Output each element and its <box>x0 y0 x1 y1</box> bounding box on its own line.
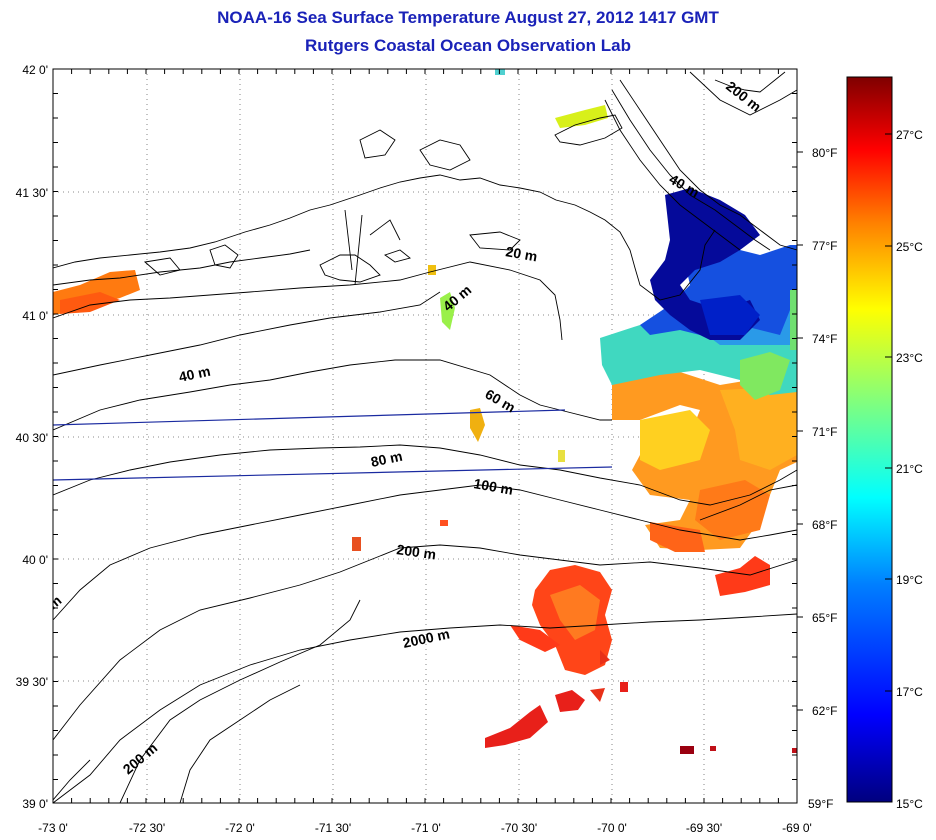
celsius-label: 25°C <box>896 240 923 254</box>
lat-label: 41 30' <box>16 186 48 200</box>
contour-label: 2000 m <box>401 625 451 651</box>
fahrenheit-label: 74°F <box>812 332 837 346</box>
fahrenheit-label: 59°F <box>808 797 833 811</box>
lat-label: 40 0' <box>22 553 48 567</box>
celsius-label: 19°C <box>896 573 923 587</box>
celsius-label: 27°C <box>896 128 923 142</box>
fahrenheit-label: 71°F <box>812 425 837 439</box>
contour-label: 100 m <box>472 475 514 498</box>
bathymetry-contours <box>53 71 797 803</box>
lat-label: 40 30' <box>16 431 48 445</box>
lon-label: -73 0' <box>38 821 68 835</box>
transect-lines <box>53 409 613 481</box>
contour-label: 200 m <box>723 78 764 115</box>
lon-label: -72 30' <box>129 821 165 835</box>
lon-label: -72 0' <box>225 821 255 835</box>
contour-label: 40 m <box>440 282 475 315</box>
coastline <box>53 71 786 301</box>
contour-label: 80 m <box>369 448 404 470</box>
lon-label: -70 30' <box>501 821 537 835</box>
contour-label: 40 m <box>177 363 212 385</box>
lon-label: -71 0' <box>411 821 441 835</box>
celsius-label: 21°C <box>896 462 923 476</box>
lon-label: -71 30' <box>315 821 351 835</box>
contour-label: 20 m <box>504 243 538 264</box>
celsius-label: 15°C <box>896 797 923 811</box>
lat-label: 42 0' <box>22 63 48 77</box>
fahrenheit-label: 80°F <box>812 146 837 160</box>
fahrenheit-label: 77°F <box>812 239 837 253</box>
map-subtitle: Rutgers Coastal Ocean Observation Lab <box>305 36 631 55</box>
celsius-label: 23°C <box>896 351 923 365</box>
lat-label: 39 0' <box>22 797 48 811</box>
fahrenheit-label: 68°F <box>812 518 837 532</box>
axis-ticks <box>52 68 797 803</box>
lat-label: 41 0' <box>22 309 48 323</box>
fahrenheit-label: 65°F <box>812 611 837 625</box>
celsius-label: 17°C <box>896 685 923 699</box>
lon-label: -69 0' <box>782 821 812 835</box>
lon-label: -70 0' <box>597 821 627 835</box>
sst-data-patches <box>53 69 797 754</box>
fahrenheit-label: 62°F <box>812 704 837 718</box>
map-title: NOAA-16 Sea Surface Temperature August 2… <box>217 8 719 27</box>
contour-label: 200 m <box>396 541 438 562</box>
temperature-colorbar <box>846 76 893 803</box>
contour-label: m <box>45 592 65 612</box>
lon-label: -69 30' <box>686 821 722 835</box>
lat-label: 39 30' <box>16 675 48 689</box>
contour-label: 200 m <box>120 740 161 778</box>
